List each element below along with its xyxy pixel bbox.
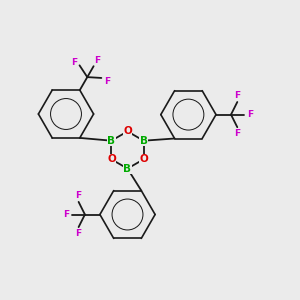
Text: F: F [94,56,100,65]
Text: F: F [234,91,240,100]
Text: F: F [247,110,253,119]
Text: F: F [76,229,82,238]
Text: F: F [234,129,240,138]
Text: B: B [140,136,148,146]
Text: B: B [124,164,131,174]
Text: B: B [107,136,116,146]
Text: O: O [123,126,132,136]
Text: O: O [139,154,148,164]
Text: F: F [71,58,77,67]
Text: F: F [76,191,82,200]
Text: O: O [107,154,116,164]
Text: F: F [104,77,110,86]
Text: F: F [63,210,69,219]
